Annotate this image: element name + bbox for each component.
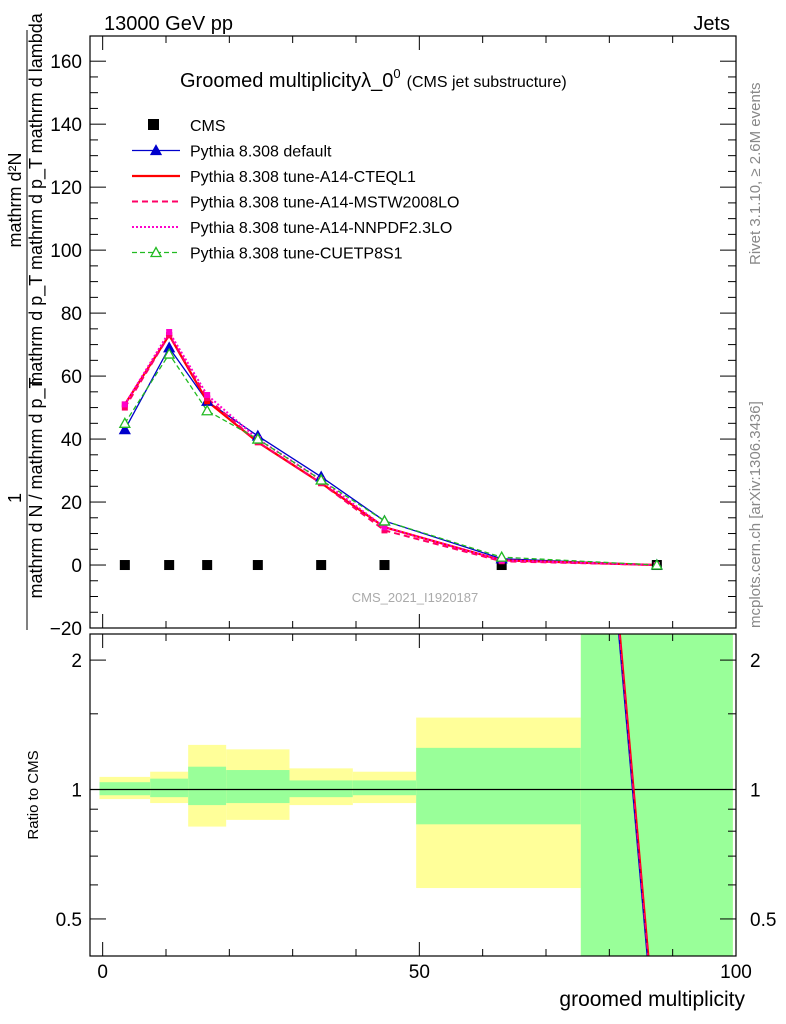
cms-data-point: [164, 560, 175, 571]
main-frame: [89, 35, 737, 629]
y-tick-label: 80: [61, 304, 82, 325]
ratio-x-tick-label: 0: [97, 962, 108, 983]
chart-title: Groomed multiplicityλ_00(CMS jet substru…: [180, 66, 567, 92]
marker-mstw: [204, 395, 211, 402]
legend-marker-cuetp8s1: [149, 246, 163, 258]
ratio-ylabel: Ratio to CMS: [25, 750, 42, 839]
marker-cuetp8s1: [118, 416, 131, 428]
ratio-x-tick-label: 100: [720, 962, 752, 983]
energy-label: 13000 GeV pp: [104, 13, 233, 35]
ratio-y-tick-label: 2: [71, 651, 82, 672]
series-line-mstw: [123, 333, 657, 567]
marker-cuetp8s1: [378, 514, 391, 526]
marker-nnpdf: [381, 524, 388, 531]
legend-marker-cms: [148, 119, 159, 130]
analysis-watermark: CMS_2021_I1920187: [352, 590, 479, 605]
marker-mstw: [381, 527, 388, 534]
ylabel-prefix-den: mathrm d N / mathrm d p_T: [26, 377, 47, 598]
marker-cuetp8s1: [201, 404, 214, 416]
marker-cuetp8s1: [650, 558, 663, 570]
marker-cteql1: [204, 398, 211, 405]
y-tick-label: 20: [61, 493, 82, 514]
legend: CMS Pythia 8.308 default Pythia 8.308 tune…: [132, 118, 459, 263]
ratio-band-inner: [226, 770, 290, 804]
y-tick-label: 140: [50, 115, 82, 136]
marker-cuetp8s1: [163, 347, 176, 359]
x-axis-label: groomed multiplicity: [559, 988, 745, 1011]
cms-data-point: [316, 560, 327, 571]
ratio-x-tick-label: 50: [409, 962, 430, 983]
y-tick-label: 120: [50, 178, 82, 199]
ratio-bands: [90, 634, 736, 956]
series-line-nnpdf: [123, 330, 657, 567]
cms-data-point: [496, 560, 507, 571]
legend-label-nnpdf: Pythia 8.308 tune-A14-NNPDF2.3LO: [190, 220, 452, 237]
ratio-y-tick-label: 1: [71, 781, 82, 802]
legend-label-default: Pythia 8.308 default: [190, 144, 332, 161]
ylabel-prefix-num: 1: [5, 493, 25, 503]
ratio-y-tick-label: 0.5: [56, 910, 82, 931]
cms-data-point: [379, 560, 390, 571]
y-tick-label: −20: [50, 619, 82, 640]
series-line-cteql1: [123, 333, 657, 567]
ratio-band-inner: [416, 747, 581, 825]
ratio-band-inner: [580, 634, 733, 956]
legend-label-cuetp8s1: Pythia 8.308 tune-CUETP8S1: [190, 246, 403, 263]
ylabel-num: mathrm d²N: [5, 152, 25, 247]
ratio-band-inner: [150, 778, 189, 798]
y-tick-label: 0: [71, 556, 82, 577]
ylabel-den: mathrm d p_T mathrm d p_T mathrm d lambd…: [26, 12, 47, 386]
y-tick-label: 40: [61, 430, 82, 451]
y-tick-label: 100: [50, 241, 82, 262]
legend-label-cteql1: Pythia 8.308 tune-A14-CTEQL1: [190, 169, 416, 186]
main-markers: [118, 329, 663, 571]
marker-mstw: [121, 404, 128, 411]
main-ticks: −20 0 20 40 60 80 100 120 140 160: [50, 36, 737, 640]
mcplots-label: mcplots.cern.ch [arXiv:1306.3436]: [747, 401, 764, 628]
main-ylabel: 1 mathrm d N / mathrm d p_T mathrm d²N m…: [5, 12, 47, 630]
ratio-lines: [618, 633, 650, 957]
ratio-band-inner: [289, 780, 353, 798]
marker-cuetp8s1: [315, 473, 328, 485]
legend-label-cms: CMS: [190, 118, 226, 135]
ratio-band-inner: [188, 766, 227, 806]
y-tick-label: 160: [50, 52, 82, 73]
ratio-y-tick-label-right: 1: [750, 781, 761, 802]
cms-data-point: [119, 560, 130, 571]
marker-nnpdf: [204, 391, 211, 398]
legend-marker-default: [149, 144, 163, 156]
rivet-label: Rivet 3.1.10, ≥ 2.6M events: [747, 83, 764, 266]
ratio-line-mstw: [618, 633, 649, 957]
marker-cuetp8s1: [251, 432, 264, 444]
ratio-band-inner: [352, 780, 417, 796]
ratio-y-tick-label-right: 2: [750, 651, 761, 672]
series-line-cuetp8s1: [124, 352, 657, 566]
marker-mstw: [166, 332, 173, 339]
marker-cuetp8s1: [495, 550, 508, 562]
ratio-frame: [89, 633, 737, 957]
cms-data-point: [202, 560, 213, 571]
chart-subtitle: (CMS jet substructure): [407, 74, 567, 91]
ratio-y-tick-label-right: 0.5: [750, 910, 776, 931]
ratio-band-inner: [99, 782, 151, 796]
legend-label-mstw: Pythia 8.308 tune-A14-MSTW2008LO: [190, 195, 459, 212]
ratio-ticks: 0.5 0.5 1 1 2 2 0 50 100: [56, 634, 776, 983]
cms-data-point: [252, 560, 263, 571]
marker-nnpdf: [166, 329, 173, 335]
main-plot: −20 0 20 40 60 80 100 120 140 160: [50, 35, 737, 640]
series-line-default: [124, 346, 657, 566]
marker-nnpdf: [121, 401, 128, 408]
marker-default: [118, 423, 131, 435]
main-series: [123, 330, 657, 567]
process-label: Jets: [693, 13, 730, 35]
y-tick-label: 60: [61, 367, 82, 388]
ratio-plot: 0.5 0.5 1 1 2 2 0 50 100: [56, 633, 776, 983]
